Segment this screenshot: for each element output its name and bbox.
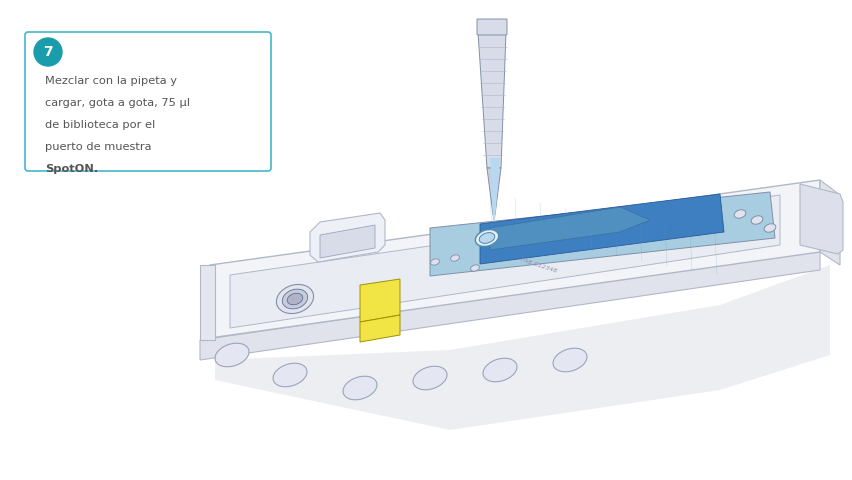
Polygon shape: [489, 158, 499, 220]
Ellipse shape: [552, 348, 586, 372]
Text: 7: 7: [43, 45, 53, 59]
Text: puerto de muestra: puerto de muestra: [45, 142, 152, 152]
Polygon shape: [819, 180, 839, 265]
Ellipse shape: [287, 293, 302, 305]
Ellipse shape: [482, 358, 516, 382]
FancyBboxPatch shape: [476, 19, 506, 35]
Ellipse shape: [734, 210, 745, 218]
Ellipse shape: [475, 229, 498, 246]
Ellipse shape: [430, 259, 439, 265]
Ellipse shape: [450, 255, 459, 261]
Ellipse shape: [479, 233, 494, 243]
Text: cargar, gota a gota, 75 μl: cargar, gota a gota, 75 μl: [45, 98, 190, 108]
Polygon shape: [480, 194, 723, 264]
Ellipse shape: [751, 216, 762, 224]
Text: SpotON.: SpotON.: [45, 164, 98, 174]
Ellipse shape: [282, 289, 308, 309]
Text: Mezclar con la pipeta y: Mezclar con la pipeta y: [45, 76, 177, 86]
Polygon shape: [486, 168, 500, 215]
Polygon shape: [477, 32, 505, 168]
Ellipse shape: [763, 224, 775, 232]
Ellipse shape: [215, 343, 249, 367]
Text: de biblioteca por el: de biblioteca por el: [45, 120, 155, 130]
Polygon shape: [320, 225, 375, 258]
Ellipse shape: [343, 376, 377, 400]
Polygon shape: [489, 207, 649, 250]
Circle shape: [34, 38, 62, 66]
Polygon shape: [799, 184, 842, 254]
Ellipse shape: [273, 363, 307, 387]
Polygon shape: [215, 265, 829, 430]
Ellipse shape: [276, 285, 314, 313]
FancyBboxPatch shape: [25, 32, 271, 171]
Polygon shape: [360, 315, 400, 342]
Polygon shape: [210, 180, 819, 338]
Ellipse shape: [470, 265, 479, 271]
Text: FAB C12348: FAB C12348: [520, 257, 557, 273]
Polygon shape: [309, 213, 384, 262]
Polygon shape: [360, 279, 400, 322]
Polygon shape: [199, 265, 215, 340]
Polygon shape: [230, 195, 779, 328]
Polygon shape: [429, 192, 774, 276]
Ellipse shape: [412, 366, 446, 390]
Polygon shape: [199, 250, 819, 360]
